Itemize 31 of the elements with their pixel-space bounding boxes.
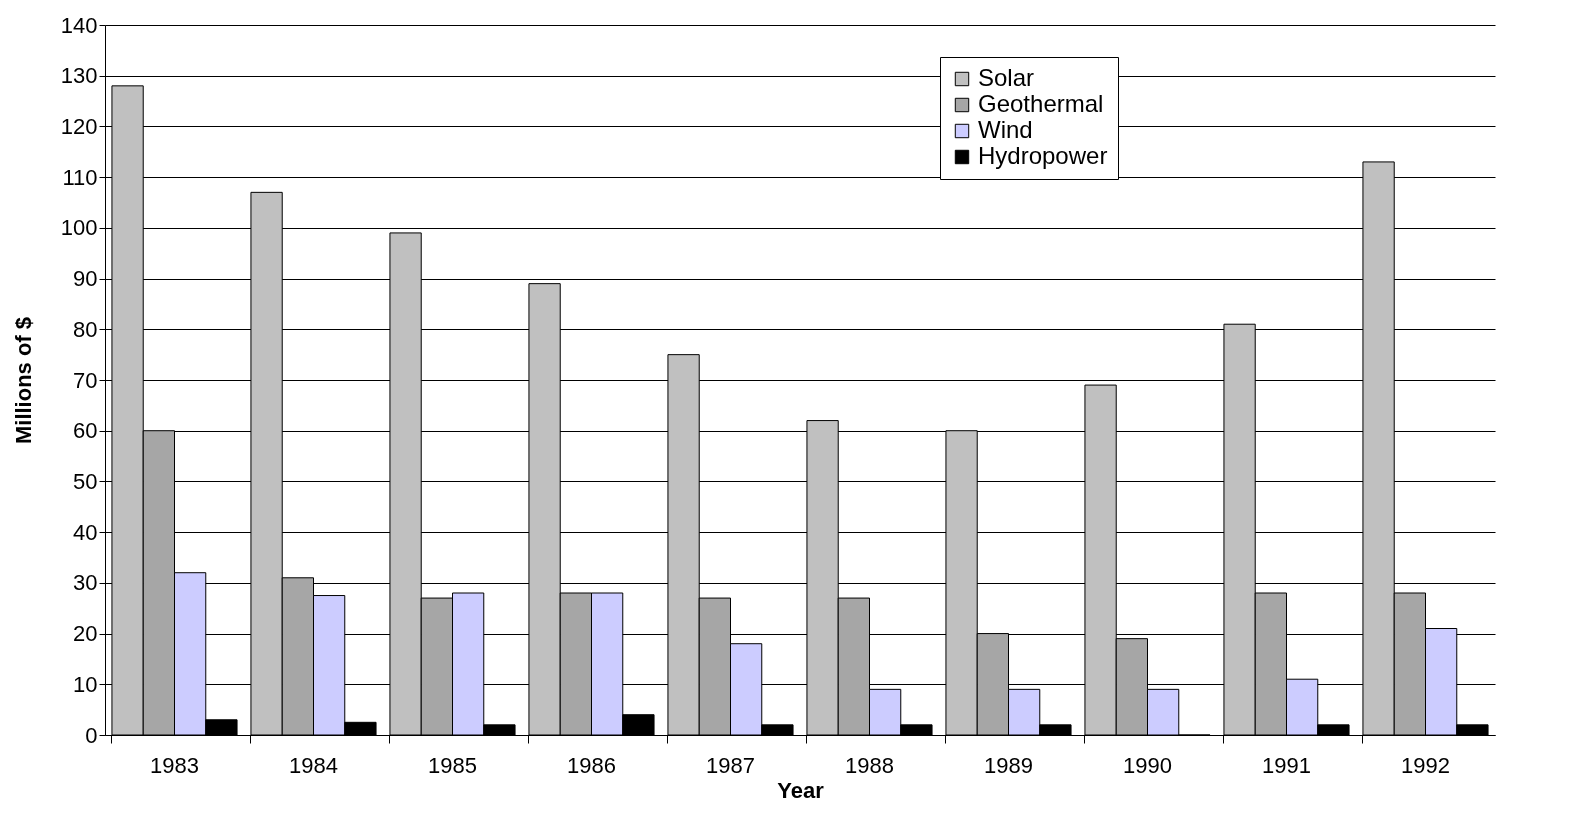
y-tick-label: 70 <box>73 367 98 393</box>
x-tick-label: 1990 <box>1123 752 1172 778</box>
y-tick-label: 40 <box>73 519 98 545</box>
legend-label: Geothermal <box>978 90 1104 117</box>
y-axis-title: Millions of $ <box>10 316 36 445</box>
y-tick-label: 10 <box>73 671 98 697</box>
x-tick-label: 1983 <box>150 752 199 778</box>
y-tick-label: 0 <box>85 722 98 748</box>
x-tick-label: 1987 <box>706 752 755 778</box>
y-tick-label: 110 <box>62 164 98 190</box>
y-tick-label: 80 <box>73 316 98 342</box>
x-tick-label: 1989 <box>984 752 1033 778</box>
x-tick-label: 1992 <box>1401 752 1450 778</box>
y-tick-label: 20 <box>73 621 98 647</box>
x-tick-label: 1984 <box>289 752 338 778</box>
x-axis-title: Year <box>777 777 825 803</box>
y-tick-label: 30 <box>73 570 98 596</box>
legend-label: Wind <box>978 116 1033 143</box>
y-tick-label: 100 <box>60 215 98 241</box>
y-tick-label: 130 <box>60 63 98 89</box>
y-tick-label: 140 <box>60 12 98 38</box>
x-tick-label: 1985 <box>428 752 477 778</box>
y-tick-label: 60 <box>73 418 98 444</box>
y-tick-label: 90 <box>73 266 98 292</box>
x-tick-label: 1988 <box>845 752 894 778</box>
x-tick-label: 1986 <box>567 752 616 778</box>
legend-label: Solar <box>978 64 1035 91</box>
x-tick-label: 1991 <box>1262 752 1311 778</box>
y-tick-label: 50 <box>73 468 98 494</box>
legend-label: Hydropower <box>978 142 1108 169</box>
y-tick-label: 120 <box>60 113 98 139</box>
